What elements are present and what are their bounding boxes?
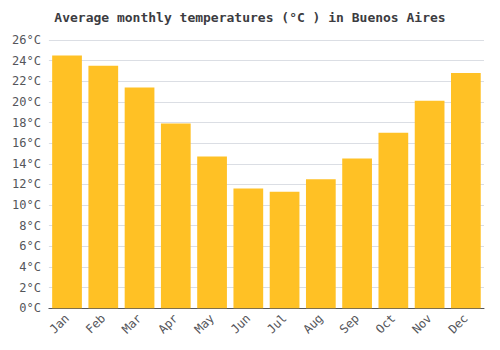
svg-text:Jul: Jul: [264, 311, 289, 336]
svg-text:2°C: 2°C: [19, 281, 41, 295]
svg-text:Average monthly temperatures (: Average monthly temperatures (°C ) in Bu…: [54, 10, 445, 25]
svg-text:Jun: Jun: [228, 311, 253, 336]
svg-text:16°C: 16°C: [12, 136, 41, 150]
svg-text:Aug: Aug: [301, 311, 326, 336]
svg-text:20°C: 20°C: [12, 95, 41, 109]
svg-text:4°C: 4°C: [19, 260, 41, 274]
svg-text:18°C: 18°C: [12, 116, 41, 130]
svg-text:8°C: 8°C: [19, 219, 41, 233]
svg-text:Mar: Mar: [119, 311, 144, 336]
svg-text:0°C: 0°C: [19, 301, 41, 315]
svg-text:10°C: 10°C: [12, 198, 41, 212]
svg-text:May: May: [192, 311, 217, 336]
svg-text:6°C: 6°C: [19, 239, 41, 253]
svg-text:Jan: Jan: [47, 311, 72, 336]
svg-text:Nov: Nov: [409, 311, 434, 336]
svg-text:14°C: 14°C: [12, 157, 41, 171]
svg-text:Dec: Dec: [446, 311, 471, 336]
svg-text:26°C: 26°C: [12, 33, 41, 47]
svg-text:Feb: Feb: [83, 311, 108, 336]
svg-text:22°C: 22°C: [12, 74, 41, 88]
svg-text:Oct: Oct: [373, 311, 398, 336]
svg-text:Sep: Sep: [337, 311, 362, 336]
svg-text:12°C: 12°C: [12, 177, 41, 191]
svg-text:24°C: 24°C: [12, 54, 41, 68]
svg-text:Apr: Apr: [156, 311, 181, 336]
